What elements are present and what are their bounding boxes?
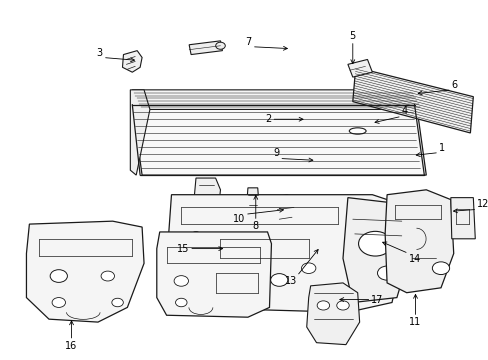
Text: 3: 3 bbox=[97, 48, 102, 58]
Text: 9: 9 bbox=[273, 148, 279, 158]
Circle shape bbox=[52, 298, 65, 307]
Polygon shape bbox=[306, 283, 359, 345]
Circle shape bbox=[317, 301, 329, 310]
Text: 13: 13 bbox=[284, 276, 296, 286]
Text: 2: 2 bbox=[264, 114, 271, 124]
Polygon shape bbox=[245, 188, 259, 214]
Circle shape bbox=[431, 262, 448, 275]
Text: 6: 6 bbox=[451, 80, 457, 90]
Text: 7: 7 bbox=[245, 37, 251, 47]
Circle shape bbox=[301, 263, 315, 274]
Circle shape bbox=[175, 298, 186, 307]
Circle shape bbox=[192, 231, 199, 237]
Polygon shape bbox=[132, 90, 421, 109]
Polygon shape bbox=[189, 41, 222, 55]
Text: 10: 10 bbox=[232, 214, 244, 224]
Text: 17: 17 bbox=[371, 294, 383, 305]
Circle shape bbox=[270, 274, 287, 286]
Circle shape bbox=[112, 298, 123, 307]
Text: 12: 12 bbox=[476, 199, 488, 210]
Polygon shape bbox=[269, 195, 306, 229]
Polygon shape bbox=[157, 232, 271, 317]
Text: 8: 8 bbox=[252, 221, 258, 231]
Text: 1: 1 bbox=[438, 143, 444, 153]
Circle shape bbox=[358, 231, 391, 256]
Circle shape bbox=[215, 42, 225, 49]
Circle shape bbox=[50, 270, 67, 282]
Circle shape bbox=[359, 280, 365, 285]
Circle shape bbox=[101, 271, 114, 281]
Text: 11: 11 bbox=[408, 317, 421, 327]
Circle shape bbox=[214, 268, 235, 284]
Polygon shape bbox=[130, 90, 150, 175]
Polygon shape bbox=[352, 67, 472, 133]
Text: 5: 5 bbox=[349, 31, 355, 41]
Text: 16: 16 bbox=[65, 341, 78, 351]
Circle shape bbox=[359, 231, 365, 237]
Polygon shape bbox=[166, 195, 406, 312]
Polygon shape bbox=[347, 59, 372, 77]
Polygon shape bbox=[26, 221, 144, 322]
Polygon shape bbox=[450, 198, 474, 239]
Circle shape bbox=[192, 280, 199, 285]
Polygon shape bbox=[122, 51, 142, 72]
Polygon shape bbox=[194, 178, 220, 214]
Circle shape bbox=[174, 276, 188, 286]
Polygon shape bbox=[385, 190, 453, 293]
Polygon shape bbox=[342, 198, 411, 302]
Text: 15: 15 bbox=[176, 244, 189, 253]
Polygon shape bbox=[132, 104, 426, 175]
Circle shape bbox=[377, 266, 396, 280]
Ellipse shape bbox=[348, 128, 366, 134]
Text: 4: 4 bbox=[401, 106, 407, 116]
Circle shape bbox=[336, 301, 348, 310]
Text: 14: 14 bbox=[408, 253, 420, 264]
